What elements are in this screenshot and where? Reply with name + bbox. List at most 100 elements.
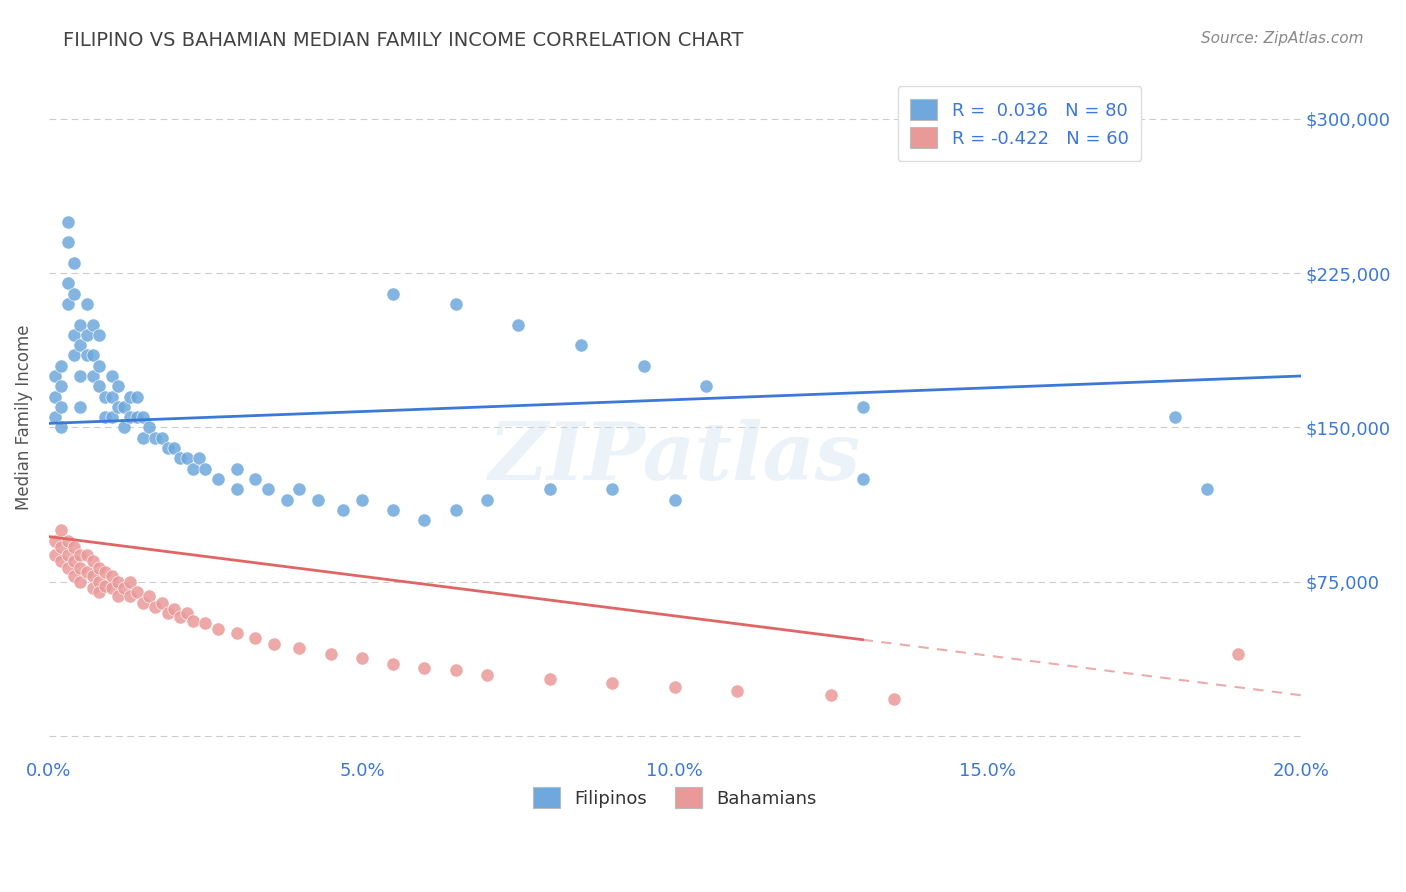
Point bbox=[725, 684, 748, 698]
Point bbox=[44, 533, 66, 548]
Point bbox=[112, 400, 135, 414]
Point bbox=[63, 348, 86, 362]
Point bbox=[413, 513, 436, 527]
Point bbox=[413, 661, 436, 675]
Point bbox=[851, 472, 873, 486]
Point bbox=[56, 533, 79, 548]
Point bbox=[350, 651, 373, 665]
Point bbox=[44, 369, 66, 384]
Point bbox=[82, 568, 104, 582]
Point bbox=[94, 410, 117, 425]
Point bbox=[1227, 647, 1250, 661]
Point bbox=[600, 483, 623, 497]
Point bbox=[169, 610, 191, 624]
Point bbox=[100, 390, 122, 404]
Point bbox=[112, 581, 135, 595]
Point bbox=[112, 420, 135, 434]
Point bbox=[51, 400, 73, 414]
Point bbox=[56, 235, 79, 249]
Point bbox=[51, 524, 73, 538]
Point bbox=[51, 540, 73, 554]
Point bbox=[444, 503, 467, 517]
Point bbox=[307, 492, 329, 507]
Point bbox=[132, 595, 155, 609]
Point bbox=[87, 379, 110, 393]
Point bbox=[87, 574, 110, 589]
Point bbox=[56, 560, 79, 574]
Point bbox=[120, 590, 142, 604]
Point bbox=[100, 369, 122, 384]
Point bbox=[63, 327, 86, 342]
Point bbox=[125, 410, 148, 425]
Point bbox=[120, 390, 142, 404]
Text: FILIPINO VS BAHAMIAN MEDIAN FAMILY INCOME CORRELATION CHART: FILIPINO VS BAHAMIAN MEDIAN FAMILY INCOM… bbox=[63, 31, 744, 50]
Point bbox=[163, 601, 186, 615]
Point bbox=[87, 560, 110, 574]
Point bbox=[145, 599, 167, 614]
Point bbox=[319, 647, 342, 661]
Point bbox=[56, 297, 79, 311]
Point bbox=[87, 585, 110, 599]
Point bbox=[851, 400, 873, 414]
Point bbox=[63, 568, 86, 582]
Point bbox=[100, 581, 122, 595]
Point bbox=[188, 451, 211, 466]
Point bbox=[69, 574, 91, 589]
Point bbox=[69, 338, 91, 352]
Point bbox=[82, 581, 104, 595]
Point bbox=[125, 390, 148, 404]
Point bbox=[125, 585, 148, 599]
Point bbox=[69, 548, 91, 562]
Point bbox=[76, 548, 98, 562]
Point bbox=[181, 461, 204, 475]
Point bbox=[225, 483, 247, 497]
Point bbox=[820, 688, 842, 702]
Point bbox=[44, 410, 66, 425]
Point bbox=[444, 297, 467, 311]
Point bbox=[194, 461, 217, 475]
Point bbox=[76, 348, 98, 362]
Point bbox=[207, 472, 229, 486]
Point bbox=[132, 431, 155, 445]
Point bbox=[695, 379, 717, 393]
Point bbox=[69, 318, 91, 332]
Point bbox=[176, 451, 198, 466]
Point bbox=[569, 338, 592, 352]
Point bbox=[156, 606, 179, 620]
Text: ZIPatlas: ZIPatlas bbox=[489, 419, 860, 497]
Point bbox=[156, 441, 179, 455]
Point bbox=[138, 420, 160, 434]
Point bbox=[63, 286, 86, 301]
Point bbox=[444, 664, 467, 678]
Point bbox=[181, 614, 204, 628]
Point bbox=[207, 622, 229, 636]
Point bbox=[76, 565, 98, 579]
Point bbox=[245, 472, 267, 486]
Point bbox=[120, 410, 142, 425]
Point bbox=[100, 568, 122, 582]
Point bbox=[176, 606, 198, 620]
Point bbox=[538, 672, 561, 686]
Point bbox=[87, 327, 110, 342]
Point bbox=[56, 277, 79, 291]
Point bbox=[76, 297, 98, 311]
Point bbox=[245, 631, 267, 645]
Point bbox=[51, 359, 73, 373]
Point bbox=[600, 676, 623, 690]
Point bbox=[107, 590, 129, 604]
Point bbox=[288, 483, 311, 497]
Point bbox=[288, 640, 311, 655]
Point bbox=[51, 379, 73, 393]
Point bbox=[94, 579, 117, 593]
Point bbox=[1164, 410, 1187, 425]
Point bbox=[107, 379, 129, 393]
Point bbox=[107, 400, 129, 414]
Point bbox=[1195, 483, 1218, 497]
Point bbox=[132, 410, 155, 425]
Point bbox=[56, 214, 79, 228]
Point bbox=[63, 256, 86, 270]
Point bbox=[225, 461, 247, 475]
Y-axis label: Median Family Income: Median Family Income bbox=[15, 325, 32, 510]
Point bbox=[664, 492, 686, 507]
Point bbox=[51, 420, 73, 434]
